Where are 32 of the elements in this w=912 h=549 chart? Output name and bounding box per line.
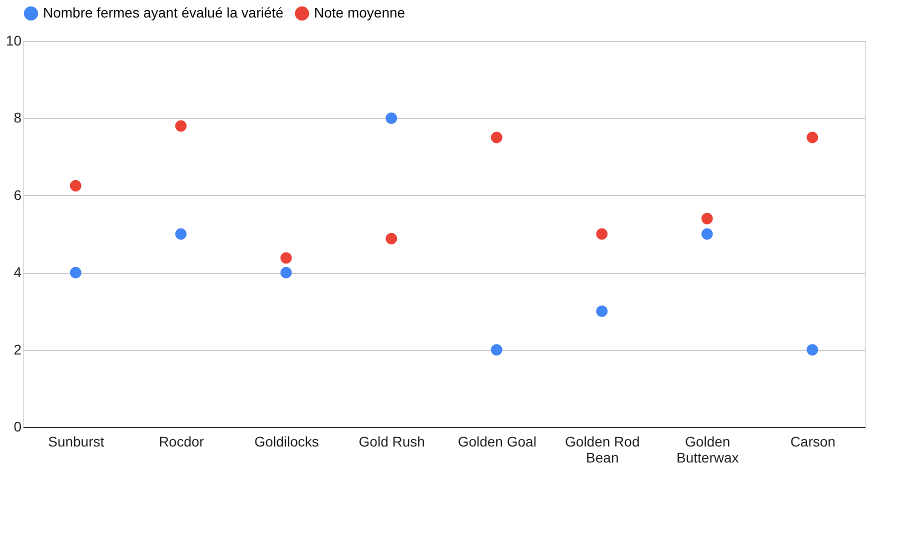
x-tick-label: Golden Butterwax: [676, 434, 739, 466]
point: [806, 132, 818, 144]
point: [596, 228, 608, 240]
point: [280, 266, 292, 278]
x-tick-label: Goldilocks: [254, 434, 319, 450]
point: [806, 344, 818, 356]
x-tick-label: Golden Rod Bean: [565, 434, 640, 466]
point: [701, 228, 713, 240]
x-tick-label: Rocdor: [158, 434, 204, 450]
x-tick-label: Golden Goal: [458, 434, 536, 450]
y-tick-label: 8: [14, 110, 22, 126]
point: [386, 232, 398, 244]
y-tick-label: 0: [14, 418, 22, 434]
point: [386, 112, 398, 124]
x-tick-label: Sunburst: [48, 434, 104, 450]
y-tick-label: 4: [14, 264, 22, 280]
point: [70, 180, 82, 192]
legend-label: Nombre fermes ayant évalué la variété: [43, 4, 284, 20]
point: [701, 212, 713, 224]
point: [70, 266, 82, 278]
legend-label: Note moyenne: [314, 4, 406, 20]
point: [175, 228, 187, 240]
point: [175, 120, 187, 132]
y-tick-label: 2: [14, 341, 22, 358]
y-tick-label: 6: [14, 186, 22, 203]
point: [280, 252, 292, 264]
x-tick-label: Carson: [790, 434, 836, 450]
y-tick-label: 10: [6, 32, 22, 48]
point: [490, 344, 502, 356]
point: [596, 306, 608, 317]
x-tick-label: Gold Rush: [358, 434, 425, 450]
point: [490, 132, 502, 144]
